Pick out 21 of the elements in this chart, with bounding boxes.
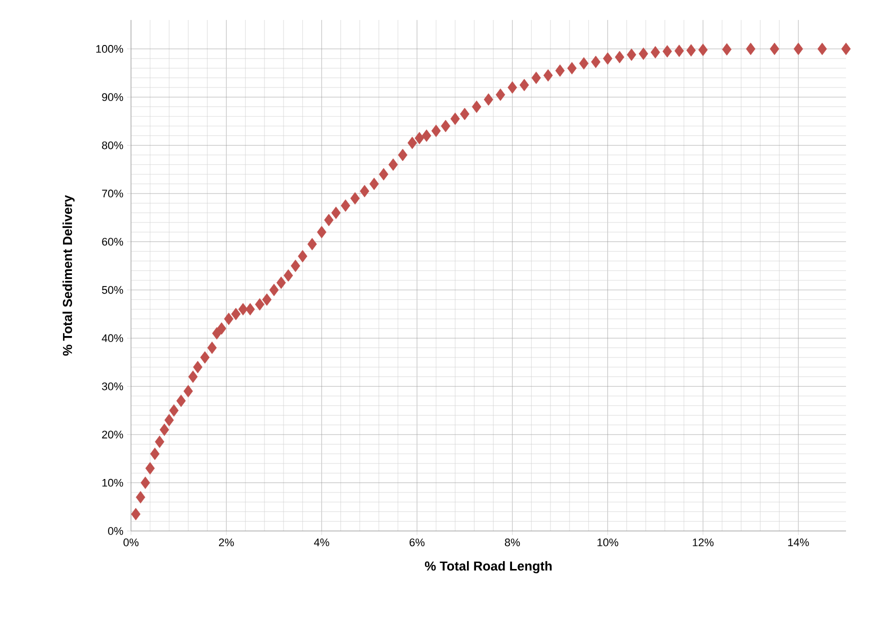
y-tick-label: 80% (102, 141, 124, 150)
y-tick-label: 0% (108, 527, 124, 535)
x-tick-label: 8% (504, 538, 520, 546)
y-tick-label: 70% (102, 190, 124, 198)
y-tick-label: 20% (102, 430, 124, 438)
y-tick-label: 40% (102, 334, 124, 342)
x-tick-label: 12% (692, 538, 714, 546)
y-axis-title: % Total Sediment Delivery (62, 195, 75, 356)
x-tick-label: 6% (410, 538, 425, 546)
y-tick-label: 10% (102, 478, 124, 487)
y-tick-label: 30% (102, 382, 124, 390)
y-tick-label: 60% (102, 238, 124, 246)
y-tick-label: 100% (96, 45, 124, 53)
x-axis-title: % Total Road Length (424, 561, 552, 574)
x-tick-label: 14% (788, 538, 809, 546)
y-tick-label: 90% (102, 93, 124, 101)
x-tick-label: 2% (218, 538, 234, 546)
x-tick-label: 4% (314, 538, 330, 546)
y-tick-label: 50% (102, 286, 124, 294)
x-tick-label: 10% (598, 538, 618, 546)
x-tick-label: 0% (124, 538, 139, 546)
